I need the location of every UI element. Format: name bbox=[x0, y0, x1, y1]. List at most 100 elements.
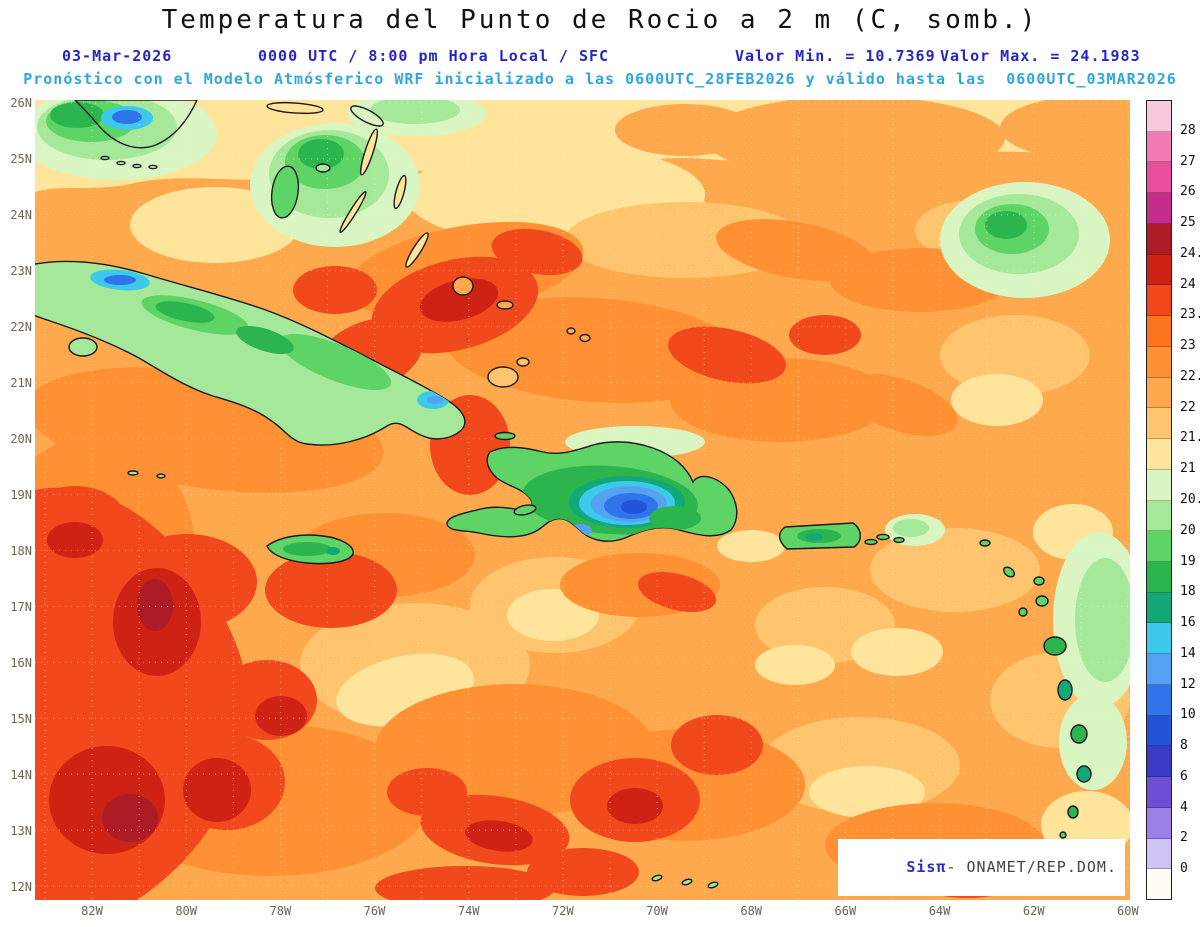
vieques-coastline bbox=[864, 538, 878, 546]
field-greens bbox=[35, 100, 1130, 790]
lon-tick-label: 64W bbox=[928, 904, 951, 918]
colorbar-label: 12 bbox=[1180, 676, 1196, 692]
colorbar-segment bbox=[1147, 131, 1171, 163]
watermark: Sisπ- ONAMET/REP.DOM. bbox=[838, 839, 1125, 896]
colorbar-segment bbox=[1147, 316, 1171, 347]
abc-islands-coastlines bbox=[651, 874, 719, 889]
colorbar-segment bbox=[1147, 838, 1171, 870]
colorbar-label: 14 bbox=[1180, 645, 1196, 661]
lon-tick-label: 80W bbox=[175, 904, 198, 918]
colorbar-segment bbox=[1147, 654, 1171, 685]
colorbar-segment bbox=[1147, 746, 1171, 778]
colorbar-label: 8 bbox=[1180, 738, 1188, 754]
colorbar-segment bbox=[1147, 408, 1171, 440]
page-title: Temperatura del Punto de Rocio a 2 m (C,… bbox=[161, 5, 1039, 35]
colorbar-segment bbox=[1147, 162, 1171, 194]
colorbar bbox=[1146, 100, 1172, 900]
lat-tick-label: 16N bbox=[10, 656, 32, 670]
forecast-date: 03-Mar-2026 bbox=[62, 47, 173, 65]
colorbar-label: 2 bbox=[1180, 830, 1188, 846]
lat-tick-label: 20N bbox=[10, 432, 32, 446]
field-orange-top bbox=[615, 100, 1130, 180]
lon-tick-label: 82W bbox=[81, 904, 103, 918]
lon-tick-label: 60W bbox=[1117, 904, 1139, 918]
lon-tick-label: 68W bbox=[740, 904, 763, 918]
colorbar-label: 21.5 bbox=[1180, 430, 1200, 446]
colorbar-label: 22 bbox=[1180, 399, 1196, 415]
lat-tick-label: 26N bbox=[10, 96, 32, 110]
cayman-islands-coastlines bbox=[127, 470, 166, 479]
lat-tick-label: 22N bbox=[10, 320, 32, 334]
lat-tick-label: 25N bbox=[10, 152, 32, 166]
lat-tick-label: 17N bbox=[10, 600, 32, 614]
colorbar-segment bbox=[1147, 777, 1171, 808]
colorbar-label: 26 bbox=[1180, 184, 1196, 200]
isla-juventud-coastline bbox=[68, 337, 98, 357]
cuba-coastline bbox=[35, 260, 466, 446]
colorbar-label: 6 bbox=[1180, 768, 1188, 784]
tortuga-coastline bbox=[494, 431, 516, 441]
colorbar-segment bbox=[1147, 254, 1171, 286]
lon-tick-label: 76W bbox=[363, 904, 386, 918]
colorbar-label: 22.5 bbox=[1180, 368, 1200, 384]
lon-axis: 82W 80W 78W 76W 74W 72W 70W 68W 66W 64W 62W 60W bbox=[72, 904, 1148, 918]
florida-coastline bbox=[74, 100, 198, 149]
watermark-text: - ONAMET/REP.DOM. bbox=[946, 858, 1117, 876]
colorbar-segment bbox=[1147, 869, 1171, 900]
colorbar-segment bbox=[1147, 592, 1171, 624]
colorbar-label: 24 bbox=[1180, 276, 1196, 292]
colorbar-segment bbox=[1147, 101, 1171, 132]
lat-tick-label: 21N bbox=[10, 376, 32, 390]
colorbar-label: 20.5 bbox=[1180, 492, 1200, 507]
hispaniola-interior-shading bbox=[522, 465, 701, 536]
forecast-time: 0000 UTC / 8:00 pm Hora Local / SFC bbox=[258, 47, 610, 65]
colorbar-segment bbox=[1147, 439, 1171, 470]
colorbar-label: 18 bbox=[1180, 584, 1196, 600]
colorbar-segment bbox=[1147, 684, 1171, 716]
colorbar-label: 16 bbox=[1180, 615, 1196, 631]
colorbar-segment bbox=[1147, 715, 1171, 747]
value-min: Valor Min. = 10.7369 bbox=[735, 47, 936, 65]
colorbar-label: 25 bbox=[1180, 215, 1196, 231]
colorbar-label: 20 bbox=[1180, 522, 1196, 538]
lon-tick-label: 70W bbox=[646, 904, 668, 918]
colorbar-segment bbox=[1147, 377, 1171, 409]
colorbar-segment bbox=[1147, 562, 1171, 593]
gonave-coastline bbox=[513, 504, 537, 516]
lat-tick-label: 19N bbox=[10, 488, 32, 502]
lat-tick-label: 13N bbox=[10, 824, 32, 838]
lon-tick-label: 62W bbox=[1022, 904, 1045, 918]
colorbar-segment bbox=[1147, 346, 1171, 378]
colorbar-segment bbox=[1147, 193, 1171, 224]
coastlines bbox=[35, 100, 1092, 889]
colorbar-label: 27 bbox=[1180, 153, 1196, 169]
map-area: Sisπ- ONAMET/REP.DOM. bbox=[35, 100, 1130, 900]
colorbar-labels: 2827262524.52423.52322.52221.52120.52019… bbox=[1180, 100, 1200, 900]
colorbar-segment bbox=[1147, 223, 1171, 255]
watermark-logo: Sisπ bbox=[906, 858, 947, 876]
cuba-interior-shading bbox=[90, 269, 449, 409]
lat-tick-label: 18N bbox=[10, 544, 32, 558]
lat-axis: 26N 25N 24N 23N 22N 21N 20N 19N 18N 17N 16N 15N 14N 1… bbox=[2, 95, 32, 895]
lat-tick-label: 14N bbox=[10, 768, 32, 782]
colorbar-label: 19 bbox=[1180, 553, 1196, 569]
colorbar-label: 23 bbox=[1180, 338, 1196, 354]
lat-tick-label: 24N bbox=[10, 208, 32, 222]
colorbar-label: 24.5 bbox=[1180, 245, 1200, 261]
lat-tick-label: 12N bbox=[10, 880, 32, 894]
lon-tick-label: 74W bbox=[457, 904, 480, 918]
lon-tick-label: 72W bbox=[552, 904, 574, 918]
value-max: Valor Max. = 24.1983 bbox=[940, 47, 1141, 65]
colorbar-label: 0 bbox=[1180, 861, 1188, 877]
lon-tick-label: 78W bbox=[269, 904, 292, 918]
colorbar-label: 4 bbox=[1180, 799, 1188, 815]
colorbar-segment bbox=[1147, 500, 1171, 532]
colorbar-segment bbox=[1147, 623, 1171, 655]
bahamas-coastlines bbox=[266, 101, 591, 388]
colorbar-label: 21 bbox=[1180, 461, 1196, 477]
florida-keys bbox=[100, 155, 158, 170]
colorbar-segment bbox=[1147, 285, 1171, 317]
colorbar-label: 10 bbox=[1180, 707, 1196, 723]
colorbar-label: 28 bbox=[1180, 122, 1196, 138]
